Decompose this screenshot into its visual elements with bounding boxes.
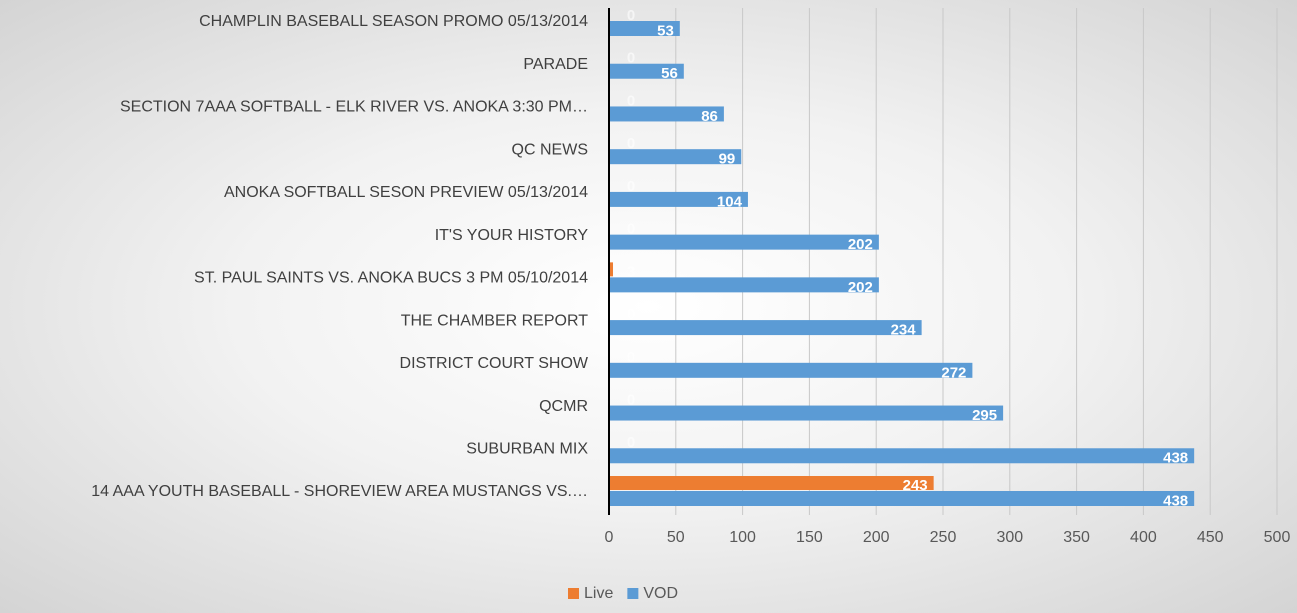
category-label: DISTRICT COURT SHOW	[400, 355, 589, 372]
data-label: 202	[848, 279, 873, 296]
x-tick-label: 50	[667, 529, 685, 546]
data-label: 0	[627, 306, 635, 323]
legend-swatch	[568, 588, 579, 599]
bar	[609, 476, 934, 490]
data-label: 0	[627, 92, 635, 109]
bar	[609, 21, 680, 36]
category-label: QC NEWS	[512, 141, 588, 158]
data-label: 0	[627, 50, 635, 67]
x-tick-label: 400	[1130, 529, 1157, 546]
data-label: 438	[1163, 492, 1188, 509]
bar	[609, 262, 614, 277]
bar	[609, 191, 748, 207]
x-tick-label: 150	[796, 529, 823, 546]
data-label: 438	[1163, 450, 1188, 467]
category-label: 14 AAA YOUTH BASEBALL - SHOREVIEW AREA M…	[91, 483, 588, 500]
data-label: 272	[941, 364, 966, 381]
data-label: 104	[717, 193, 743, 210]
x-tick-label: 100	[729, 529, 756, 546]
data-label: 56	[661, 65, 678, 82]
data-label: 3	[627, 263, 635, 280]
data-label: 0	[627, 349, 635, 366]
x-tick-label: 500	[1264, 529, 1291, 546]
x-tick-label: 300	[996, 529, 1023, 546]
legend-label: Live	[584, 585, 613, 602]
category-label: ST. PAUL SAINTS VS. ANOKA BUCS 3 PM 05/1…	[194, 270, 588, 287]
data-label: 0	[627, 178, 635, 195]
category-label: CHAMPLIN BASEBALL SEASON PROMO 05/13/201…	[199, 13, 588, 30]
category-label: QCMR	[539, 398, 588, 415]
category-label: PARADE	[523, 56, 588, 73]
data-label: 243	[903, 477, 928, 494]
bar	[609, 277, 879, 293]
bar	[609, 106, 724, 122]
category-label: THE CHAMBER REPORT	[401, 312, 589, 329]
data-label: 0	[627, 221, 635, 238]
x-tick-label: 250	[930, 529, 957, 546]
bar	[609, 234, 879, 250]
category-label: IT'S YOUR HISTORY	[435, 227, 589, 244]
data-label: 0	[627, 7, 635, 24]
x-tick-label: 350	[1063, 529, 1090, 546]
data-label: 86	[701, 108, 718, 125]
bar	[609, 149, 742, 165]
bar	[609, 63, 684, 79]
x-tick-label: 0	[605, 529, 614, 546]
data-label: 0	[627, 392, 635, 409]
legend-label: VOD	[643, 585, 678, 602]
bar	[609, 491, 1195, 506]
x-tick-label: 200	[863, 529, 890, 546]
data-label: 0	[627, 434, 635, 451]
category-label: ANOKA SOFTBALL SESON PREVIEW 05/13/2014	[224, 184, 588, 201]
bar	[609, 405, 1004, 421]
data-label: 53	[657, 22, 674, 39]
data-label: 234	[891, 322, 917, 339]
category-label: SUBURBAN MIX	[466, 440, 588, 457]
bar	[609, 320, 922, 336]
legend-swatch	[627, 588, 639, 599]
data-label: 99	[719, 151, 736, 168]
x-tick-label: 450	[1197, 529, 1224, 546]
data-label: 0	[627, 135, 635, 152]
category-label: SECTION 7AAA SOFTBALL - ELK RIVER VS. AN…	[120, 99, 588, 116]
data-label: 295	[972, 407, 997, 424]
data-label: 202	[848, 236, 873, 253]
bar	[609, 362, 973, 378]
bar	[609, 448, 1195, 464]
